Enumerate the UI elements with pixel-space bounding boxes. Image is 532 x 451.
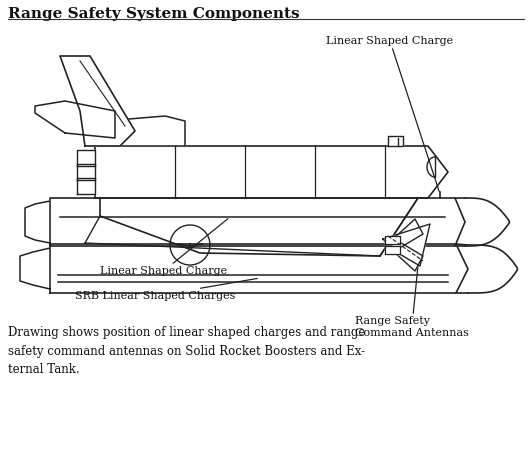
Polygon shape bbox=[388, 136, 403, 146]
Polygon shape bbox=[383, 224, 430, 266]
Polygon shape bbox=[388, 241, 423, 271]
Text: SRB Linear Shaped Charges: SRB Linear Shaped Charges bbox=[75, 278, 257, 301]
Polygon shape bbox=[77, 150, 95, 166]
Polygon shape bbox=[390, 238, 400, 254]
Polygon shape bbox=[60, 56, 135, 146]
Polygon shape bbox=[77, 164, 95, 180]
Polygon shape bbox=[388, 219, 423, 249]
Polygon shape bbox=[50, 198, 465, 246]
Polygon shape bbox=[95, 146, 448, 198]
Text: Linear Shaped Charge: Linear Shaped Charge bbox=[327, 36, 454, 191]
Text: Linear Shaped Charge: Linear Shaped Charge bbox=[100, 219, 228, 276]
Polygon shape bbox=[385, 236, 400, 244]
Polygon shape bbox=[385, 246, 400, 254]
Polygon shape bbox=[20, 248, 50, 289]
Polygon shape bbox=[35, 101, 115, 138]
Polygon shape bbox=[105, 116, 185, 146]
Polygon shape bbox=[77, 178, 95, 194]
Polygon shape bbox=[50, 244, 468, 293]
Text: Range Safety
Command Antennas: Range Safety Command Antennas bbox=[355, 248, 469, 338]
Polygon shape bbox=[25, 201, 50, 243]
Text: Drawing shows position of linear shaped charges and range
safety command antenna: Drawing shows position of linear shaped … bbox=[8, 326, 365, 376]
Text: Range Safety System Components: Range Safety System Components bbox=[8, 7, 300, 21]
